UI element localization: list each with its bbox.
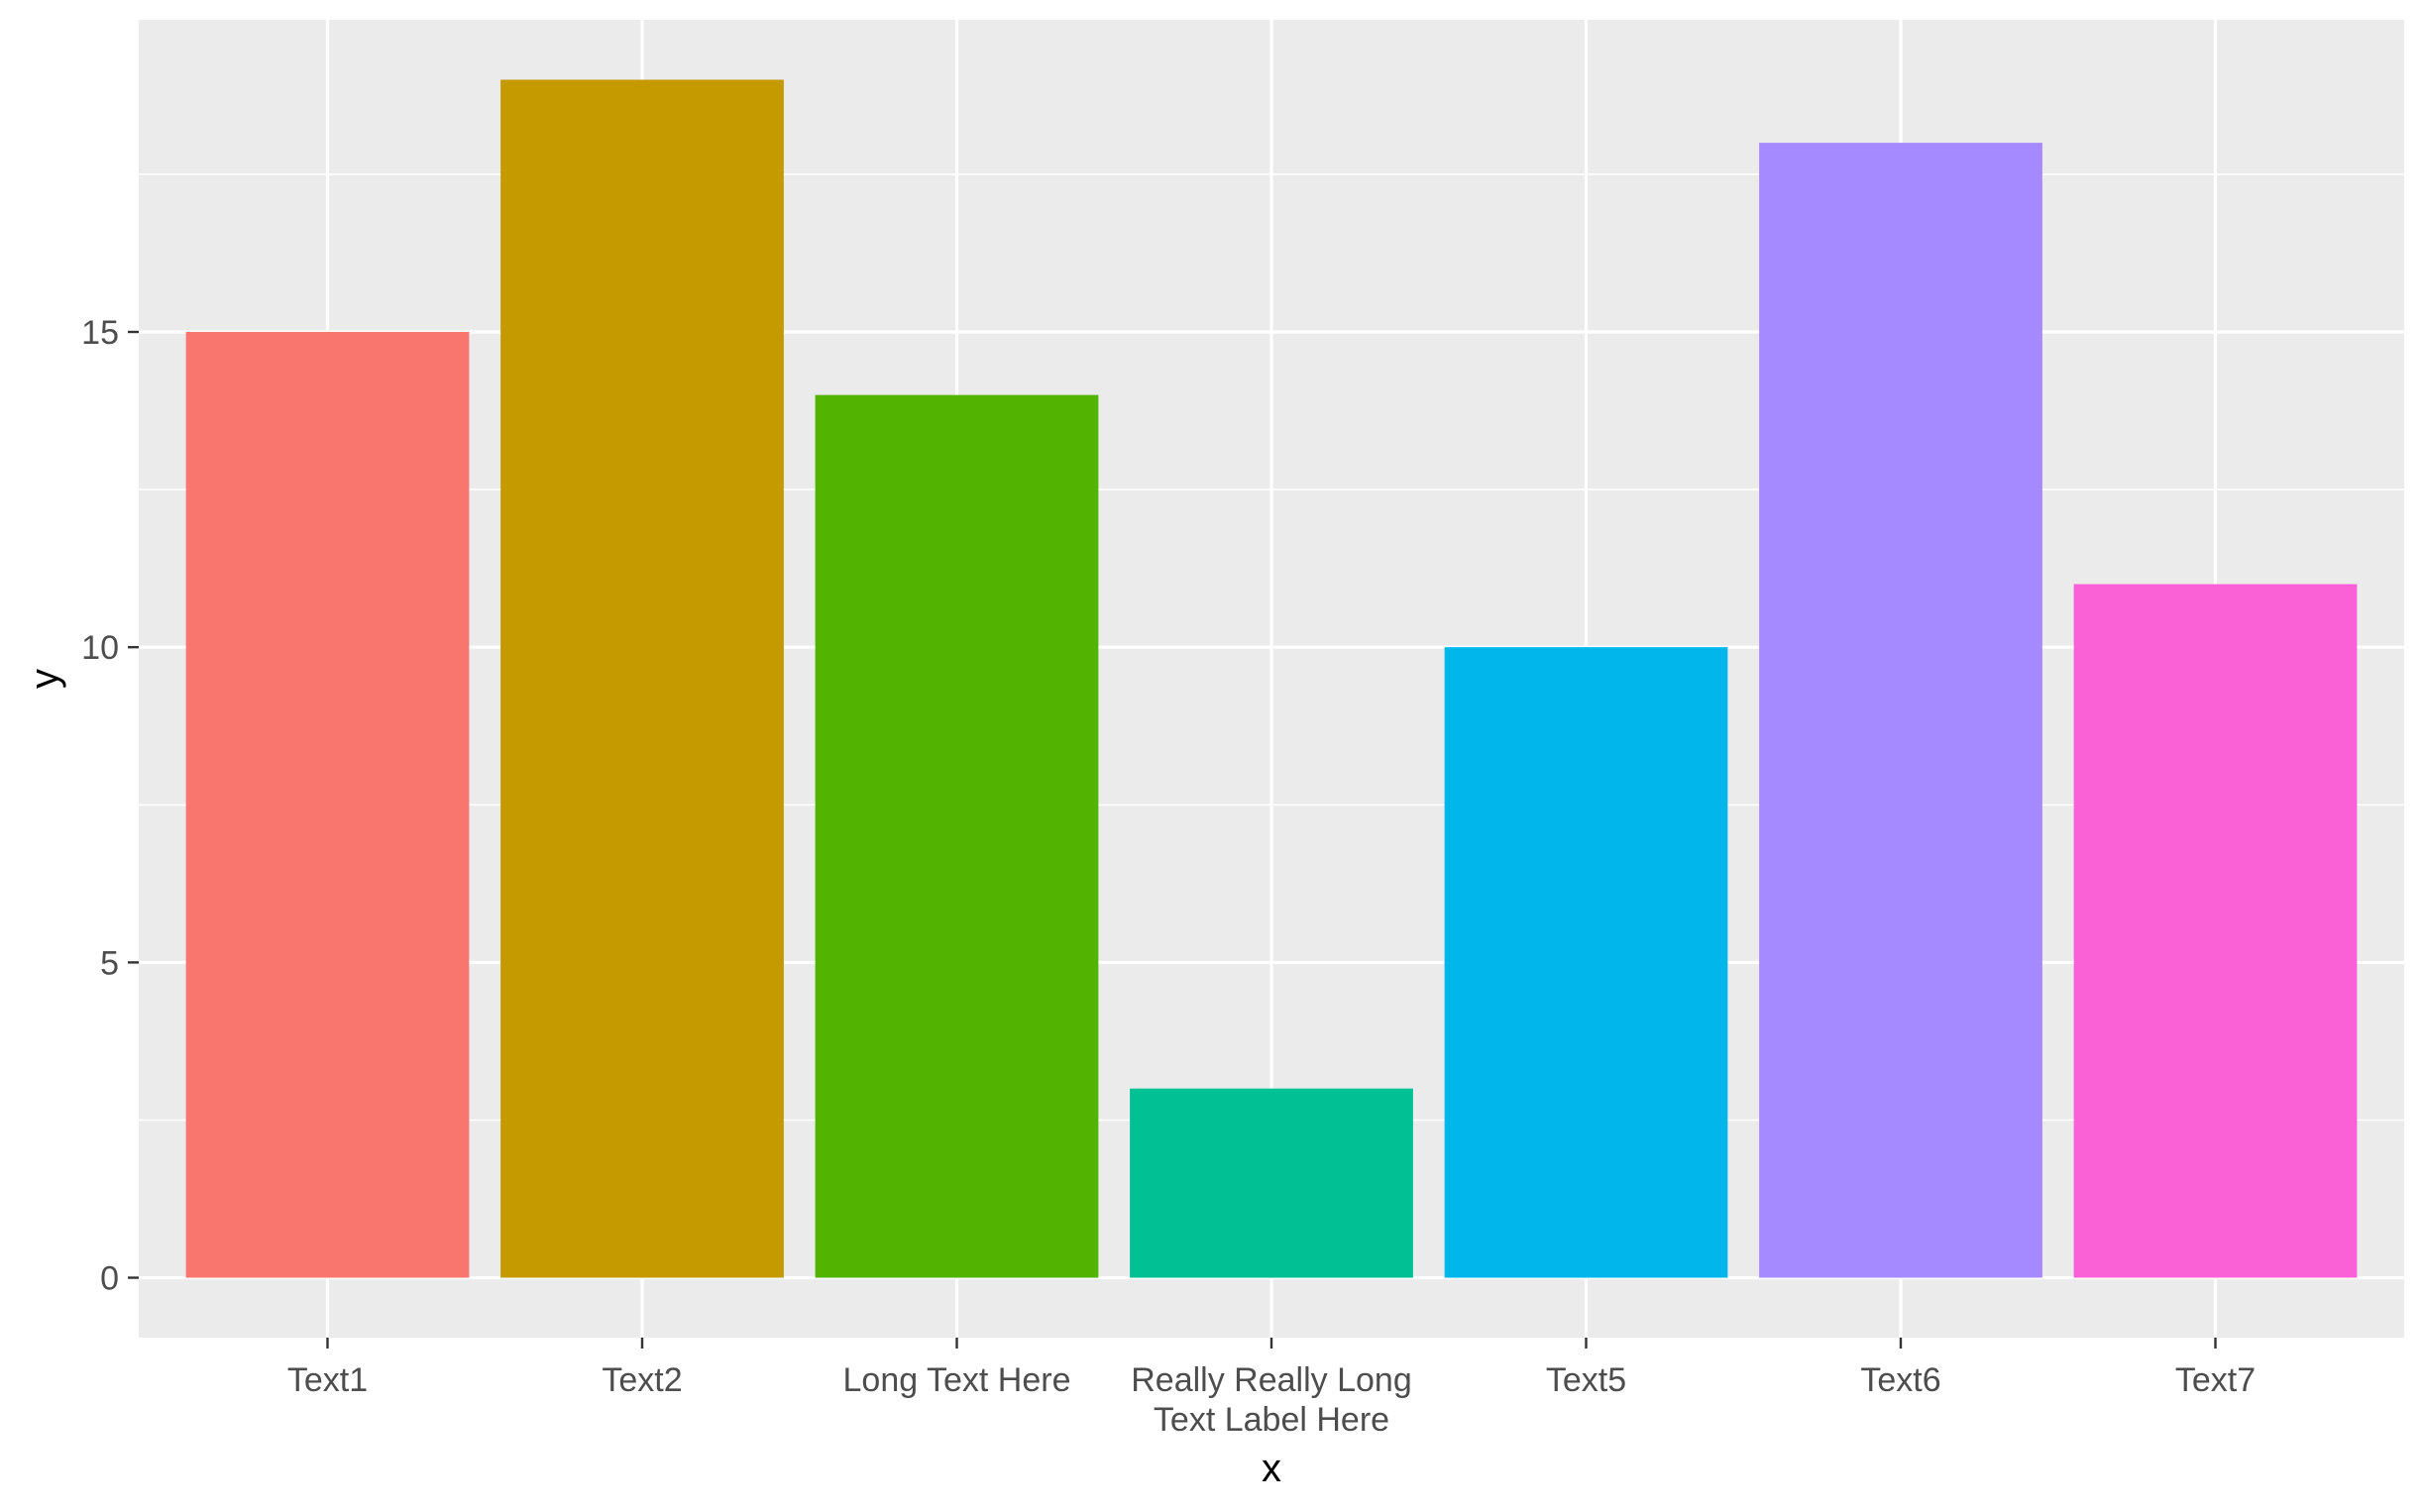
x-tick-label: Text5	[1546, 1361, 1626, 1399]
bar	[185, 332, 470, 1278]
y-tick-label: 5	[100, 944, 119, 982]
x-axis-title: x	[1262, 1447, 1281, 1490]
bars	[185, 79, 2358, 1278]
bar	[1130, 1088, 1413, 1278]
x-tick-label: Really Really Long Text Label Here	[1131, 1361, 1412, 1439]
x-tick-label: Text6	[1860, 1361, 1940, 1399]
bar	[1759, 143, 2042, 1278]
y-tick-label: 0	[100, 1260, 119, 1298]
x-axis: Text1 Text2 Long Text Here Really Really Lo…	[287, 1338, 2256, 1439]
x-tick-label: Text2	[602, 1361, 682, 1399]
x-tick-label: Text7	[2175, 1361, 2256, 1399]
bar	[2073, 584, 2358, 1278]
bar	[1444, 647, 1728, 1278]
bar	[500, 79, 784, 1278]
y-axis: 0 5 10 15	[81, 314, 139, 1298]
bar	[815, 394, 1099, 1278]
y-tick-label: 10	[81, 629, 119, 667]
y-tick-label: 15	[81, 314, 119, 352]
x-tick-label: Text1	[287, 1361, 368, 1399]
x-tick-label: Long Text Here	[843, 1361, 1071, 1399]
y-axis-title: y	[23, 669, 66, 689]
